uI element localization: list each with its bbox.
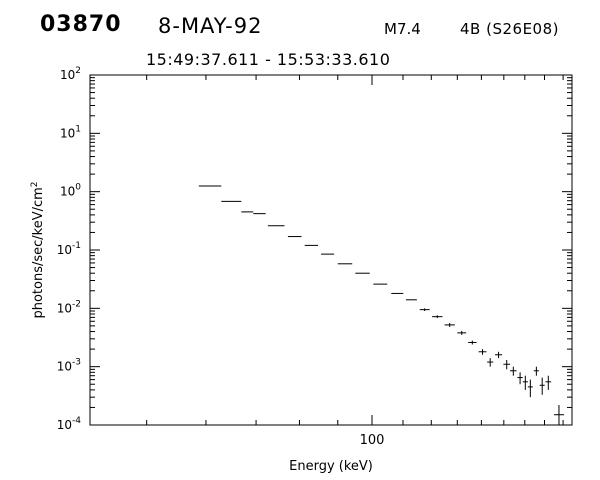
data-point [533, 366, 539, 376]
data-point [522, 375, 528, 390]
y-tick-label-exponent: 0 [75, 183, 81, 193]
axis-ticks [90, 74, 572, 426]
y-axis-label-text: photons/sec/keV/cm [31, 187, 46, 318]
time-range: 15:49:37.611 - 15:53:33.610 [146, 50, 391, 69]
data-point [432, 315, 443, 319]
y-axis-label: photons/sec/keV/cm2 [30, 181, 46, 318]
data-point [553, 405, 564, 425]
y-tick-label: 10-3 [57, 358, 81, 374]
y-tick-label-exponent: -1 [72, 241, 81, 251]
y-tick-label-base: 10 [57, 418, 72, 432]
y-tick-label-base: 10 [57, 360, 72, 374]
data-point [510, 366, 517, 376]
data-point [545, 375, 552, 390]
y-tick-label-exponent: -3 [72, 358, 81, 368]
data-point [487, 358, 494, 367]
y-tick-label: 10-1 [57, 241, 81, 257]
data-point [468, 340, 477, 345]
y-tick-label-exponent: 2 [75, 66, 81, 76]
data-point [517, 372, 523, 385]
data-point [478, 349, 487, 355]
data-points [198, 185, 564, 425]
flare-importance-location: 4B (S26E08) [460, 20, 559, 38]
data-point [495, 351, 503, 359]
data-point [419, 308, 430, 312]
data-point [444, 323, 455, 327]
y-tick-label-exponent: -4 [72, 416, 81, 426]
data-point [503, 360, 511, 370]
y-tick-label-exponent: 1 [75, 124, 81, 134]
y-tick-label-base: 10 [57, 243, 72, 257]
y-axis-label-superscript: 2 [30, 181, 40, 187]
y-tick-label-base: 10 [60, 185, 75, 199]
y-tick-label-base: 10 [57, 301, 72, 315]
y-tick-label-exponent: -2 [72, 299, 81, 309]
event-id: 03870 [40, 12, 122, 37]
y-tick-label: 102 [60, 66, 81, 82]
event-date: 8-MAY-92 [158, 14, 263, 38]
y-tick-label: 10-2 [57, 299, 81, 315]
y-tick-label-base: 10 [60, 126, 75, 140]
x-axis-label: Energy (keV) [289, 459, 373, 474]
data-point [457, 330, 467, 335]
data-point [527, 379, 533, 398]
y-tick-label: 100 [60, 183, 81, 199]
y-tick-label: 101 [60, 124, 81, 140]
plot-frame [89, 74, 573, 426]
y-tick-label: 10-4 [57, 416, 82, 432]
x-tick-label: 100 [360, 433, 385, 448]
y-tick-label-base: 10 [60, 68, 75, 82]
flare-class: M7.4 [384, 20, 421, 38]
data-point [539, 377, 545, 395]
